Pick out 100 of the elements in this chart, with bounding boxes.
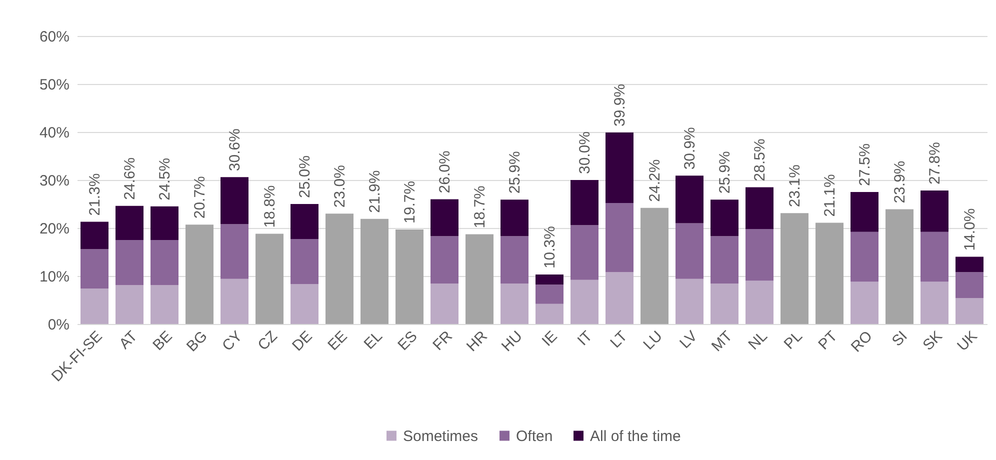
bar [290,284,318,324]
bar [220,224,248,279]
bar [116,240,144,286]
y-tick-label: 30% [39,172,70,190]
x-tick-label: NL [745,328,771,354]
bar [710,200,738,236]
x-tick-label: LU [640,328,666,354]
total-label: 27.8% [926,142,944,185]
y-tick-label: 60% [39,28,70,46]
total-label: 14.0% [962,208,978,251]
x-tick-label: BE [150,328,176,354]
total-label: 24.5% [156,158,174,200]
bar [290,239,318,284]
legend-label: All of the time [590,428,681,445]
bar [606,132,634,204]
legend-label: Sometimes [403,428,478,445]
x-tick-label: SK [920,328,946,354]
bar [850,192,878,232]
bar [116,285,144,324]
total-label: 26.0% [436,150,454,194]
total-label: 23.9% [892,160,908,204]
bar [326,214,354,324]
bar [676,278,704,324]
y-tick-label: 40% [39,124,70,142]
total-label: 30.9% [682,127,698,170]
x-tick-label: CY [219,328,246,355]
total-label: 23.1% [786,164,804,208]
total-label: 23.0% [332,165,348,208]
total-label: 24.6% [122,157,138,200]
bar [536,274,564,285]
bar [500,200,528,236]
total-label: 10.3% [542,226,558,269]
bar [746,280,774,324]
x-tick-label: ES [394,328,421,354]
bar [816,222,844,324]
total-label: 25.0% [296,155,314,198]
bar [500,284,528,324]
bar [360,218,388,324]
bar [536,284,564,304]
total-label: 21.1% [822,174,838,217]
total-label: 39.9% [612,84,628,126]
x-tick-label: EE [324,328,351,354]
total-label: 27.5% [856,143,874,186]
bar [640,208,668,324]
bar [430,284,458,324]
x-tick-label: PT [815,328,841,354]
bar [850,282,878,324]
bar [956,256,984,272]
bar [746,228,774,281]
x-tick-label: LV [676,328,701,352]
total-label: 19.7% [402,180,418,224]
bar [220,177,248,224]
bar [710,284,738,324]
total-label: 24.2% [646,159,664,202]
x-tick-label: IE [538,328,561,350]
y-tick-label: 50% [39,76,70,94]
x-tick-label: RO [848,328,876,356]
bar [430,199,458,236]
bar [920,190,948,232]
bar [150,206,178,240]
bar [746,187,774,229]
bar [676,176,704,224]
bar [396,229,424,324]
bar [220,278,248,324]
bar [570,280,598,324]
bar [430,236,458,284]
x-tick-label: UK [954,328,981,355]
bar [956,272,984,298]
bar [80,249,108,288]
bar [676,223,704,279]
bar [780,213,808,324]
legend-label: Often [516,428,553,445]
x-tick-label: EL [360,328,386,353]
x-tick-label: PL [780,328,806,353]
bar [710,236,738,284]
total-label: 25.9% [506,151,524,194]
bar [606,272,634,324]
x-tick-label: BG [183,328,211,356]
bar [920,282,948,324]
y-tick-label: 20% [39,220,70,238]
bar [956,298,984,324]
total-label: 21.3% [86,173,104,216]
bar [290,204,318,240]
y-tick-label: 10% [39,268,70,286]
bar [116,206,144,240]
total-label: 18.8% [262,185,278,228]
bar [466,234,494,324]
bar [536,304,564,324]
x-tick-label: CZ [254,328,281,354]
total-label: 21.9% [366,170,384,213]
x-tick-label: HU [498,328,526,356]
x-tick-label: DE [289,328,316,355]
bar [186,224,214,324]
total-label: 30.0% [576,131,594,174]
bar [570,180,598,226]
bar [150,240,178,286]
x-tick-label: MT [708,328,736,356]
bar [570,225,598,280]
total-label: 28.5% [752,138,768,182]
x-tick-label: SI [888,328,911,350]
